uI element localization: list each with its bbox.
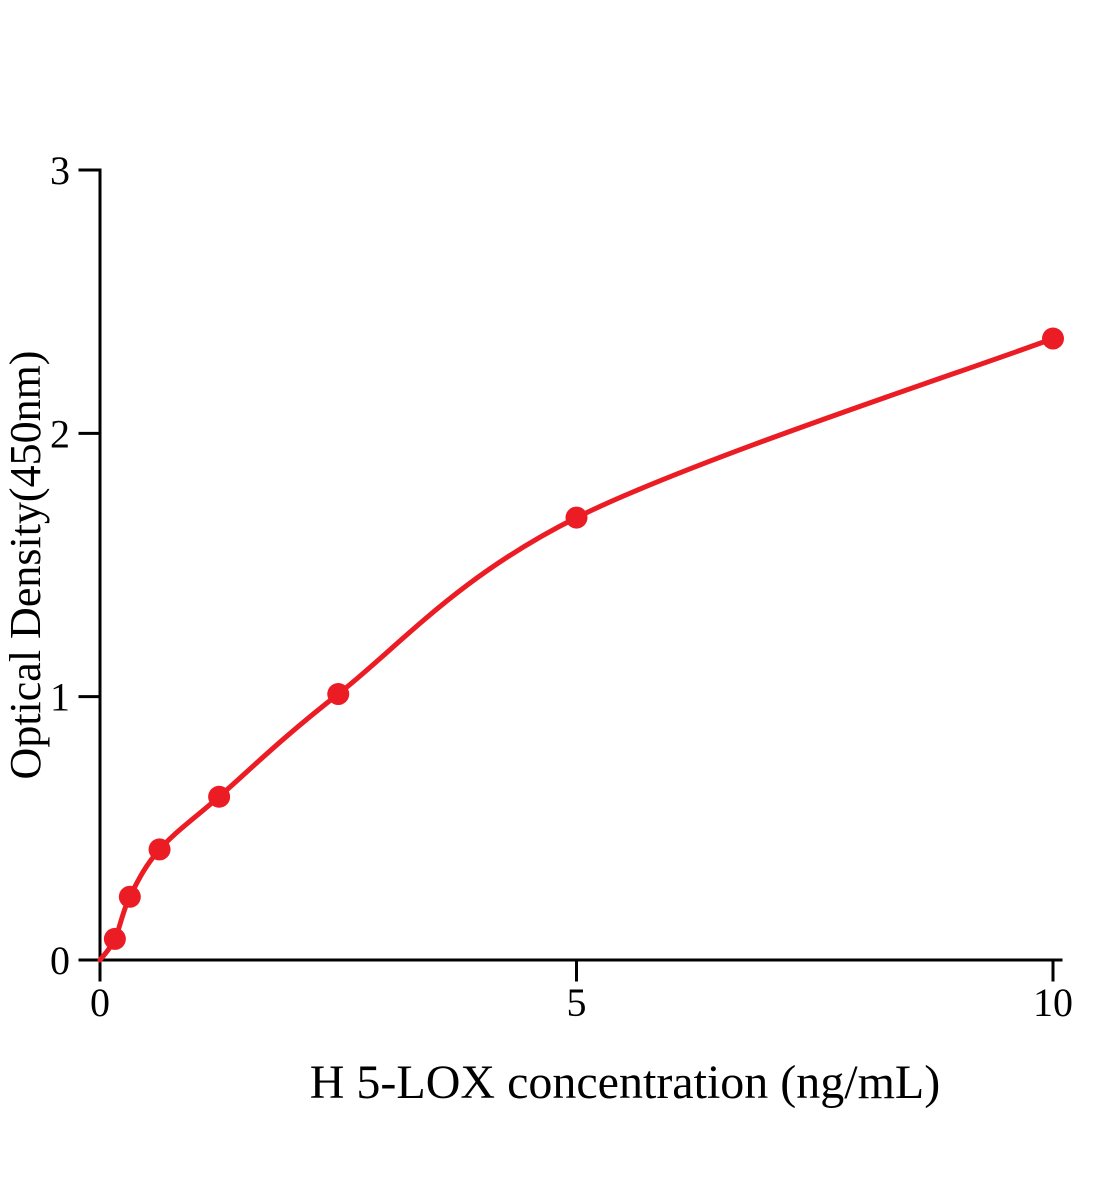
data-point: [103, 927, 126, 950]
y-tick-label: 3: [50, 148, 70, 193]
data-point: [118, 885, 141, 908]
data-point: [208, 785, 231, 808]
x-tick-label: 5: [567, 980, 587, 1025]
fitted-curve: [97, 336, 1056, 963]
data-point: [565, 506, 588, 529]
y-tick-label: 2: [50, 411, 70, 456]
data-point: [1042, 327, 1064, 350]
y-tick-label: 0: [50, 938, 70, 983]
x-tick-label: 10: [1033, 980, 1073, 1025]
x-tick-label: 0: [90, 980, 110, 1025]
x-axis-title: H 5-LOX concentration (ng/mL): [310, 1056, 940, 1109]
y-axis-title: Optical Density(450nm): [1, 351, 50, 780]
plot-layer: 0 5 10 0 1 2 3: [50, 148, 1073, 1025]
y-tick-label: 1: [50, 675, 70, 720]
data-point: [148, 838, 171, 861]
data-point: [327, 683, 350, 706]
